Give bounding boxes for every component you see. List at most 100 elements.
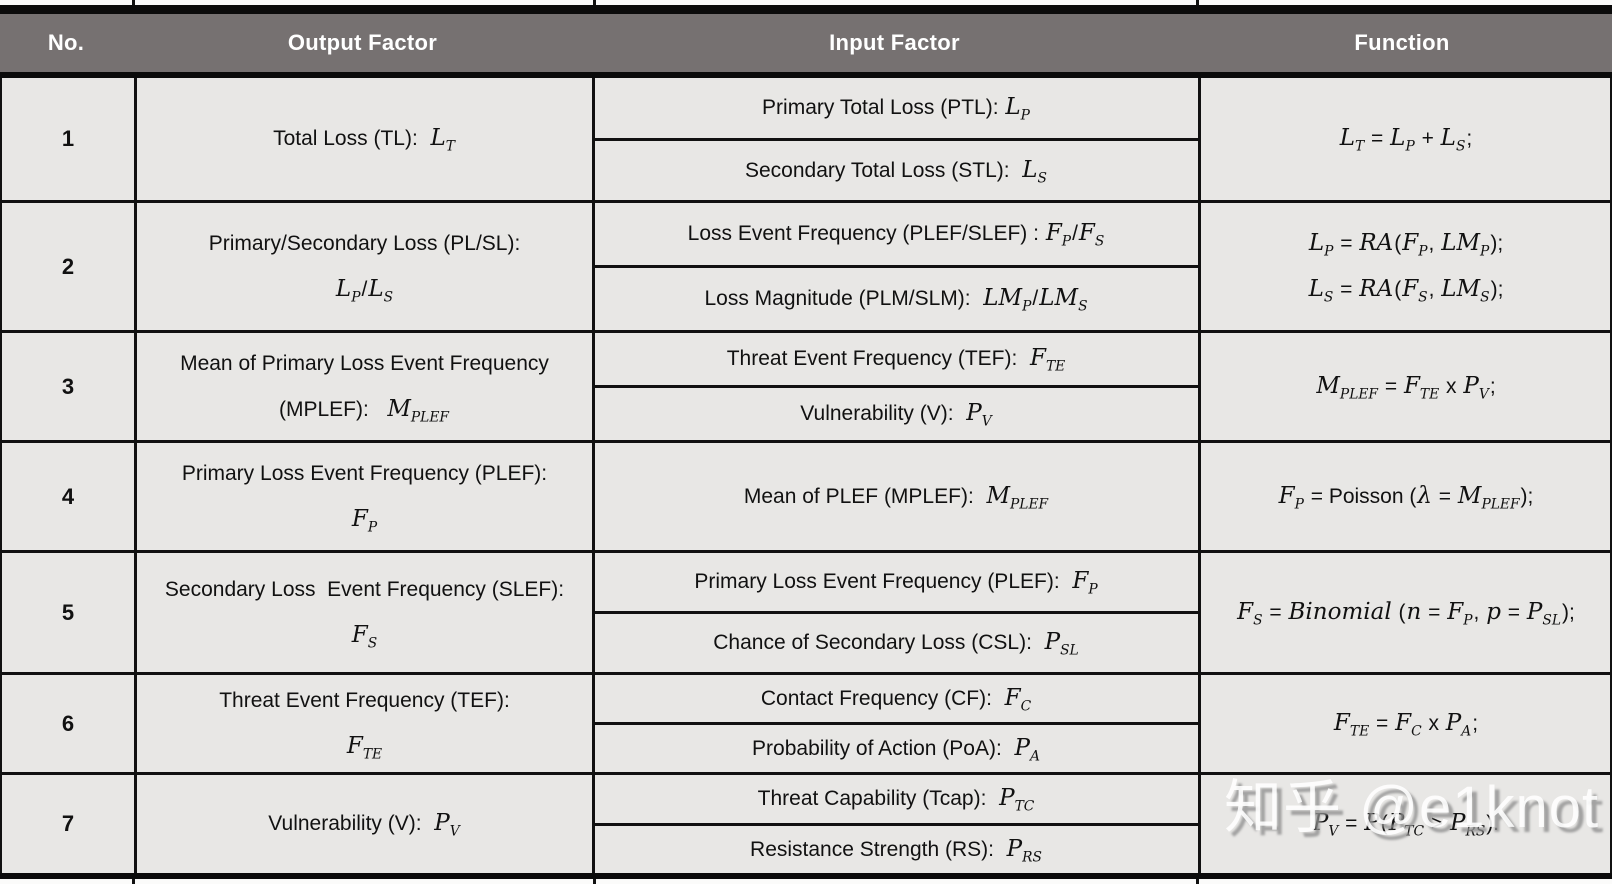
function-cell: MPLEF = FTE x PV; — [1198, 333, 1610, 440]
math-variable: MPLEF — [986, 482, 1049, 513]
math-variable: PV — [966, 400, 992, 430]
math-variable: PA — [1445, 709, 1472, 740]
column-border-stub — [593, 0, 596, 5]
function-cell: FTE = FC x PA; — [1198, 675, 1610, 772]
math-variable: PRS — [1449, 810, 1486, 841]
header-cell-output: Output Factor — [287, 30, 438, 55]
math-variable: LMS — [1039, 285, 1088, 315]
row-number: 4 — [61, 483, 75, 509]
math-variable: FTE — [1333, 709, 1370, 740]
row-number: 5 — [61, 599, 75, 625]
math-variable: PV — [434, 810, 460, 841]
math-variable: FTE — [1030, 345, 1066, 375]
input-factor-sub: Contact Frequency (CF): FC — [760, 684, 1032, 715]
math-variable: LMS — [1441, 275, 1490, 306]
input-factor-sub: Vulnerability (V): PV — [595, 385, 1198, 440]
math-variable: FS — [351, 621, 378, 652]
input-factor-cell: Loss Event Frequency (PLEF/SLEF) : FP/FS… — [595, 203, 1198, 330]
column-border-stub — [593, 879, 596, 884]
output-factor-cell: Vulnerability (V): PV — [134, 775, 595, 873]
input-factor-cell: Primary Total Loss (PTL): LP Secondary T… — [595, 78, 1198, 200]
input-factor-sub: Primary Loss Event Frequency (PLEF): FP — [694, 568, 1098, 598]
top-edge-strip — [0, 0, 1612, 5]
input-factor-sub: Primary Total Loss (PTL): LP — [762, 94, 1030, 124]
math-variable: FC — [1395, 709, 1422, 740]
output-factor-cell: Mean of Primary Loss Event Frequency (MPL… — [134, 333, 595, 440]
table-row: 5 Secondary Loss Event Frequency (SLEF):… — [0, 550, 1612, 672]
bottom-edge-strip — [0, 879, 1612, 884]
table-row: 1 Total Loss (TL): LT Primary Total Loss… — [0, 78, 1612, 200]
column-border-stub — [132, 879, 135, 884]
function-cell: FP = Poisson (λ = MPLEF); — [1198, 443, 1610, 550]
math-variable: FP — [1402, 230, 1428, 260]
math-variable: FC — [1004, 684, 1032, 715]
output-factor-cell: Total Loss (TL): LT — [134, 78, 595, 200]
table-row: 4 Primary Loss Event Frequency (PLEF): FP… — [0, 440, 1612, 550]
header-cell-input: Input Factor — [829, 30, 960, 55]
math-variable: RA — [1359, 230, 1394, 257]
math-variable: FP — [1447, 598, 1473, 629]
math-variable: PV — [1312, 810, 1339, 841]
math-variable: PA — [1014, 734, 1040, 765]
math-variable: FP — [1045, 220, 1072, 250]
column-border-stub — [1196, 879, 1199, 884]
table-row: 2 Primary/Secondary Loss (PL/SL): LP/LS L… — [0, 200, 1612, 330]
math-variable: PRS — [1006, 835, 1042, 866]
math-variable: LP — [1390, 125, 1415, 156]
input-factor-sub: Loss Event Frequency (PLEF/SLEF) : FP/FS — [687, 220, 1105, 250]
math-variable: p — [1486, 598, 1501, 625]
function-cell: LP = RA(FP, LMP); LS = RA(FS, LMS); — [1198, 203, 1610, 330]
math-variable: MPLEF — [1457, 482, 1520, 513]
math-variable: FTE — [1403, 372, 1440, 403]
math-variable: MPLEF — [1316, 372, 1378, 403]
math-variable: LS — [1308, 275, 1334, 306]
math-variable: PTC — [1388, 810, 1425, 841]
top-border-bar — [0, 5, 1612, 14]
input-factor-sub: Probability of Action (PoA): PA — [595, 722, 1198, 772]
output-factor-cell: Primary Loss Event Frequency (PLEF): FP — [134, 443, 595, 550]
input-factor-sub: Threat Capability (Tcap): PTC — [757, 785, 1035, 815]
math-variable: FS — [1402, 275, 1428, 306]
header-cell-no: No. — [47, 30, 85, 55]
math-variable: PSL — [1526, 598, 1561, 629]
header-cell-function: Function — [1354, 30, 1450, 55]
math-variable: FP — [351, 505, 378, 536]
row-number: 7 — [61, 811, 75, 837]
output-factor-cell: Secondary Loss Event Frequency (SLEF): FS — [134, 553, 595, 672]
column-border-stub — [132, 0, 135, 5]
math-variable: LS — [1022, 156, 1047, 187]
math-variable: PV — [1463, 372, 1489, 403]
math-variable: P — [1364, 810, 1380, 837]
math-variable: λ — [1417, 482, 1432, 509]
math-variable: LT — [430, 125, 455, 156]
math-variable: LP — [335, 275, 361, 306]
input-factor-cell: Mean of PLEF (MPLEF): MPLEF — [595, 443, 1198, 550]
math-variable: FTE — [346, 732, 383, 763]
row-number: 2 — [61, 253, 75, 279]
function-cell: FS = Binomial (n = FP, p = PSL); — [1198, 553, 1610, 672]
table-row: 7 Vulnerability (V): PV Threat Capabilit… — [0, 772, 1612, 873]
input-factor-sub: Mean of PLEF (MPLEF): MPLEF — [743, 482, 1049, 513]
math-variable: Binomial — [1288, 598, 1392, 625]
input-factor-sub: Threat Event Frequency (TEF): FTE — [726, 345, 1066, 375]
math-variable: LS — [1440, 125, 1466, 156]
math-variable: PTC — [999, 785, 1035, 815]
row-number: 3 — [61, 373, 75, 399]
math-variable: n — [1406, 598, 1422, 625]
math-variable: LP — [1005, 94, 1030, 124]
row-number: 6 — [61, 710, 75, 736]
input-factor-sub: Secondary Total Loss (STL): LS — [595, 137, 1198, 201]
math-variable: FP — [1278, 482, 1304, 513]
math-variable: LMP — [983, 285, 1032, 315]
input-factor-cell: Contact Frequency (CF): FC Probability o… — [595, 675, 1198, 772]
math-variable: MPLEF — [387, 395, 449, 426]
math-variable: FS — [1237, 598, 1263, 629]
input-factor-cell: Primary Loss Event Frequency (PLEF): FP … — [595, 553, 1198, 672]
table-row: 6 Threat Event Frequency (TEF): FTE Conta… — [0, 672, 1612, 772]
output-factor-cell: Threat Event Frequency (TEF): FTE — [134, 675, 595, 772]
math-variable: LS — [368, 275, 394, 306]
row-number: 1 — [61, 126, 75, 152]
math-variable: FS — [1078, 220, 1105, 250]
input-factor-cell: Threat Event Frequency (TEF): FTE Vulner… — [595, 333, 1198, 440]
input-factor-sub: Chance of Secondary Loss (CSL): PSL — [595, 611, 1198, 672]
